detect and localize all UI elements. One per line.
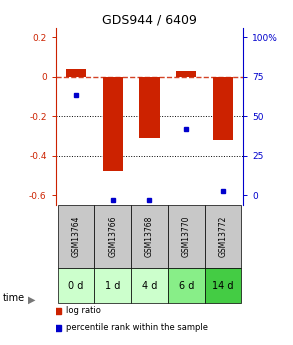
Bar	[94, 268, 131, 303]
Bar	[94, 205, 131, 268]
Text: GSM13764: GSM13764	[71, 216, 80, 257]
Bar	[205, 205, 241, 268]
Bar	[168, 205, 205, 268]
Text: ▶: ▶	[28, 295, 35, 305]
Text: time: time	[3, 294, 25, 303]
Bar	[131, 268, 168, 303]
Text: GSM13770: GSM13770	[182, 216, 191, 257]
Title: GDS944 / 6409: GDS944 / 6409	[102, 13, 197, 27]
Text: 0 d: 0 d	[68, 280, 84, 290]
Bar	[66, 69, 86, 77]
Text: GSM13772: GSM13772	[219, 216, 227, 257]
Bar	[57, 205, 94, 268]
Bar	[176, 71, 196, 77]
Bar	[205, 268, 241, 303]
Text: percentile rank within the sample: percentile rank within the sample	[66, 323, 208, 332]
Bar	[139, 77, 160, 138]
Text: GSM13766: GSM13766	[108, 216, 117, 257]
Text: 6 d: 6 d	[178, 280, 194, 290]
Text: GSM13768: GSM13768	[145, 216, 154, 257]
Bar	[103, 77, 123, 171]
Bar	[57, 268, 94, 303]
Bar	[131, 205, 168, 268]
Bar	[213, 77, 233, 140]
Text: log ratio: log ratio	[66, 306, 101, 315]
Text: 14 d: 14 d	[212, 280, 234, 290]
Text: 1 d: 1 d	[105, 280, 120, 290]
Bar	[168, 268, 205, 303]
Text: 4 d: 4 d	[142, 280, 157, 290]
